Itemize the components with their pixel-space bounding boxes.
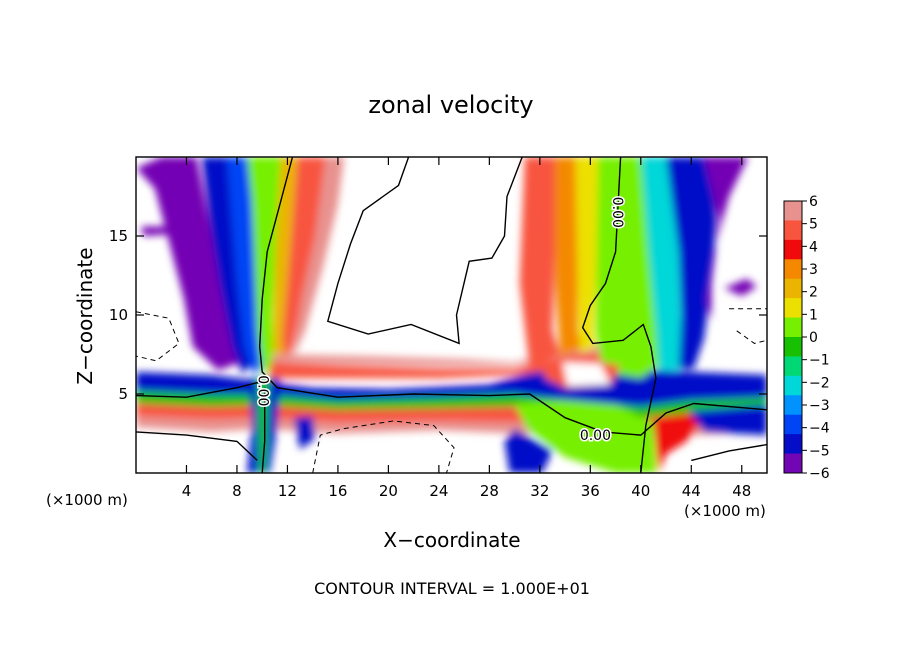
contour-labels: 0.00 0.00 0.00 <box>253 195 627 446</box>
colorbar-tick-label: 3 <box>809 262 818 278</box>
colorbar-tick-label: −6 <box>809 466 830 482</box>
x-tick-label: 32 <box>530 482 549 500</box>
left-lower-green <box>257 378 270 473</box>
left-column-cyan <box>226 157 265 375</box>
plot-area: 0.00 0.00 0.00 <box>135 156 768 474</box>
colorbar-tick-label: 5 <box>809 217 818 233</box>
upper-shear-red <box>269 349 641 379</box>
left-column-purple <box>136 157 241 371</box>
contour-label: 0.00 <box>608 195 627 229</box>
colorbar-swatch <box>784 278 802 299</box>
right-lower-green <box>514 400 656 473</box>
colorbar-tick-label: −2 <box>809 375 830 391</box>
zero-contour-right <box>581 157 657 473</box>
left-column-pink <box>291 157 345 363</box>
x-axis-ticks: 4 8 12 16 20 24 28 32 36 40 44 48 <box>182 157 751 500</box>
svg-text:0.00: 0.00 <box>580 428 611 444</box>
zero-contour-left-lower <box>261 387 266 473</box>
colorbar-swatch <box>784 356 802 377</box>
colorbar-swatches <box>784 201 802 474</box>
x-axis-label: X−coordinate <box>383 528 520 552</box>
x-tick-label: 12 <box>278 482 297 500</box>
right-lower-blue-wedge <box>688 405 767 436</box>
colorbar-swatch <box>784 453 802 474</box>
x-tick-label: 40 <box>631 482 650 500</box>
left-lower-blob <box>293 416 316 450</box>
colorbar-tick-label: 0 <box>809 330 818 346</box>
upper-shear-pink <box>272 343 641 366</box>
colorbar-swatch <box>784 375 802 396</box>
colorbar-tick-label: 2 <box>809 285 818 301</box>
contour-label: 0.00 <box>578 427 612 446</box>
y-tick-label: 10 <box>109 306 128 324</box>
right-column-yellow <box>575 157 603 353</box>
colorbar: 6 5 4 3 2 1 0 −1 −2 −3 −4 −5 −6 <box>783 194 830 482</box>
y-axis-label: Z−coordinate <box>73 247 97 384</box>
positive-contour-upper <box>326 157 523 345</box>
positive-contour-lower-right <box>691 443 767 462</box>
colorbar-tick-label: 1 <box>809 307 818 323</box>
colorbar-swatch <box>784 259 802 280</box>
colorbar-swatch <box>784 337 802 357</box>
colorbar-tick-label: 6 <box>809 194 818 210</box>
colorbar-swatch <box>784 298 802 319</box>
x-tick-label: 20 <box>379 482 398 500</box>
x-tick-label: 28 <box>480 482 499 500</box>
colorbar-frame <box>783 200 803 474</box>
colorbar-tick-label: −1 <box>809 353 830 369</box>
svg-text:0.00: 0.00 <box>609 197 625 228</box>
contour-label: 0.00 <box>253 374 272 408</box>
contour-interval-footnote: CONTOUR INTERVAL = 1.000E+01 <box>314 579 590 598</box>
negative-contour-left <box>136 311 180 362</box>
contour-lines <box>136 157 767 473</box>
velocity-color-field <box>136 157 767 473</box>
zero-contour-main <box>258 157 767 436</box>
colorbar-tick-label: −4 <box>809 421 830 437</box>
negative-contour-lower <box>312 420 455 473</box>
right-purple-blob <box>724 278 757 296</box>
colorbar-tick-label: 4 <box>809 239 818 255</box>
zero-contour-left <box>136 380 263 398</box>
x-tick-label: 36 <box>581 482 600 500</box>
right-lower-red <box>653 413 704 473</box>
negative-contour-right <box>736 330 767 344</box>
left-purple-blob <box>141 226 169 236</box>
x-tick-label: 8 <box>232 482 242 500</box>
left-column-yellow <box>272 157 301 371</box>
right-lower-blue <box>504 428 553 473</box>
x-tick-label: 16 <box>328 482 347 500</box>
colorbar-swatch <box>784 395 802 416</box>
right-column-cyan <box>640 157 682 371</box>
y-tick-label: 5 <box>118 385 128 403</box>
colorbar-tick-label: −5 <box>809 443 830 459</box>
x-tick-label: 48 <box>732 482 751 500</box>
y-tick-label: 15 <box>109 227 128 245</box>
colorbar-swatch <box>784 434 802 455</box>
x-tick-label: 4 <box>182 482 192 500</box>
colorbar-swatch <box>784 317 802 338</box>
y-axis-ticks: 5 10 15 <box>109 227 767 403</box>
left-column-red <box>282 157 328 366</box>
colorbar-swatch <box>784 239 802 260</box>
x-tick-label: 24 <box>429 482 448 500</box>
colorbar-swatch <box>784 220 802 241</box>
svg-text:0.00: 0.00 <box>255 375 271 406</box>
positive-contour-lower-left <box>136 431 258 461</box>
right-column-green <box>595 157 659 379</box>
colorbar-tick-label: −3 <box>809 398 830 414</box>
x-tick-label: 44 <box>682 482 701 500</box>
colorbar-swatch <box>784 201 802 221</box>
right-column-purple <box>703 157 749 322</box>
right-column-red <box>519 157 560 369</box>
right-column-orange <box>555 157 583 357</box>
colorbar-swatch <box>784 414 802 435</box>
chart-title: zonal velocity <box>368 91 533 119</box>
right-column-blue <box>666 157 717 369</box>
x-unit-right: (×1000 m) <box>684 502 766 520</box>
white-pocket <box>562 362 611 387</box>
x-unit-left: (×1000 m) <box>46 491 128 509</box>
colorbar-ticks: 6 5 4 3 2 1 0 −1 −2 −3 −4 −5 −6 <box>802 194 830 482</box>
